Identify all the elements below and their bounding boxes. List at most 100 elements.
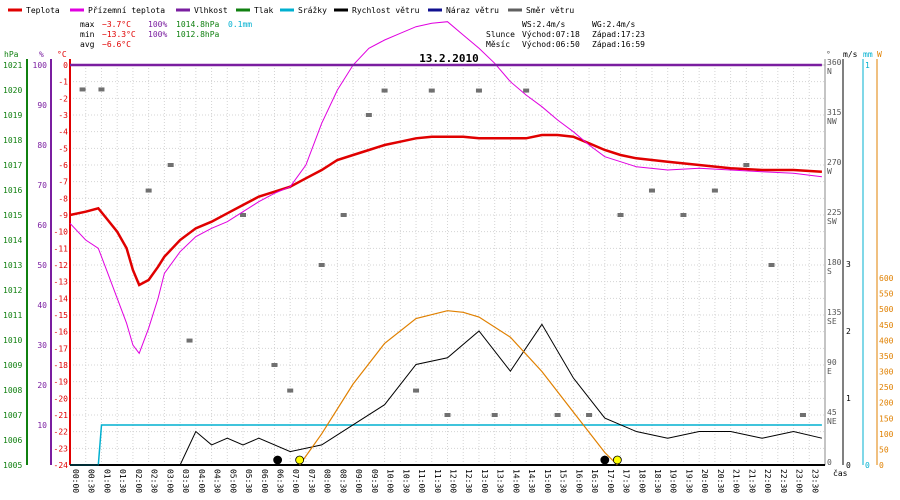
- x-tick-label: 20:00: [700, 469, 709, 493]
- x-tick-label: 16:30: [590, 469, 599, 493]
- direction-point: [648, 188, 655, 193]
- pressure-tick-label: 1009: [3, 361, 22, 370]
- pressure-tick-label: 1006: [3, 436, 22, 445]
- x-tick-label: 10:00: [386, 469, 395, 493]
- x-tick-label: 01:00: [102, 469, 111, 493]
- x-tick-label: 08:00: [323, 469, 332, 493]
- pressure-tick-label: 1020: [3, 86, 22, 95]
- stat-avg-temp: −6.6°C: [102, 40, 131, 49]
- direction-point: [743, 163, 750, 167]
- sunrise-marker: [295, 455, 305, 465]
- x-tick-label: 23:30: [810, 469, 819, 493]
- direction-tick-name: SE: [827, 317, 837, 326]
- humidity-tick-label: 70: [37, 181, 47, 190]
- stat-max-rain: 0.1mm: [228, 20, 252, 29]
- direction-point: [475, 88, 482, 93]
- stat-sun-rise: Východ:07:18: [522, 30, 580, 39]
- direction-point: [523, 88, 530, 93]
- direction-point: [768, 263, 775, 267]
- x-tick-label: 18:00: [637, 469, 646, 493]
- radiation-tick-label: 200: [879, 399, 894, 408]
- rain-tick-label: 0: [865, 461, 870, 470]
- pressure-tick-label: 1007: [3, 411, 22, 420]
- pressure-tick-label: 1005: [3, 461, 22, 470]
- stats-block: max −3.7°C 100% 1014.8hPa 0.1mm min −13.…: [80, 20, 645, 49]
- direction-tick-deg: 315: [827, 108, 842, 117]
- radiation-tick-label: 450: [879, 321, 894, 330]
- direction-point: [799, 413, 806, 417]
- legend-label-vlhkost: Vlhkost: [194, 6, 228, 15]
- stat-moon-rise: Východ:06:50: [522, 40, 580, 49]
- temperature-tick-label: -17: [54, 344, 69, 353]
- x-tick-label: 06:00: [260, 469, 269, 493]
- pressure-tick-label: 1019: [3, 111, 22, 120]
- humidity-tick-label: 80: [37, 141, 47, 150]
- wind-tick-label: 2: [846, 327, 851, 336]
- temperature-tick-label: -2: [58, 94, 68, 103]
- x-tick-label: 04:00: [197, 469, 206, 493]
- direction-point: [381, 88, 388, 93]
- temperature-tick-label: -18: [54, 361, 69, 370]
- series-line: [299, 310, 618, 466]
- series-line: [69, 133, 822, 287]
- x-tick-label: 21:30: [747, 469, 756, 493]
- pressure-tick-label: 1008: [3, 386, 22, 395]
- stat-avg-label: avg: [80, 40, 95, 49]
- stat-moon-set: Západ:16:59: [592, 40, 645, 49]
- direction-tick-deg: 45: [827, 408, 837, 417]
- direction-tick-name: S: [827, 267, 832, 276]
- series-lines: [69, 21, 823, 466]
- temperature-tick-label: -14: [54, 294, 69, 303]
- temperature-tick-label: 0: [63, 61, 68, 70]
- x-tick-label: 01:30: [118, 469, 127, 493]
- direction-tick-name: W: [827, 167, 832, 176]
- direction-tick-name: SW: [827, 217, 837, 226]
- x-tick-label: 22:30: [779, 469, 788, 493]
- axis-unit-rain: mm: [863, 50, 873, 59]
- direction-point: [145, 188, 152, 193]
- axis-unit-wind: m/s: [843, 50, 858, 59]
- temperature-tick-label: -23: [54, 444, 69, 453]
- x-tick-label: 03:00: [165, 469, 174, 493]
- axis-unit-radiation: W: [877, 50, 882, 59]
- direction-tick-deg: 0: [827, 458, 832, 467]
- direction-tick-name: NE: [827, 417, 837, 426]
- direction-point: [79, 87, 86, 92]
- x-tick-label: 19:30: [684, 469, 693, 493]
- x-tick-label: 11:30: [433, 469, 442, 493]
- temperature-tick-label: -6: [58, 161, 68, 170]
- sunset-marker: [612, 455, 622, 465]
- direction-point: [711, 188, 718, 193]
- x-tick-label: 13:30: [496, 469, 505, 493]
- temperature-tick-label: -24: [54, 461, 69, 470]
- x-tick-label: 12:30: [464, 469, 473, 493]
- x-tick-label: 13:00: [480, 469, 489, 493]
- direction-point: [680, 213, 687, 217]
- legend: Teplota Přízemní teplota Vlhkost Tlak Sr…: [8, 6, 574, 15]
- temperature-tick-label: -20: [54, 394, 69, 403]
- x-axis-label: čas: [833, 468, 848, 478]
- x-tick-label: 17:30: [622, 469, 631, 493]
- x-tick-label: 17:00: [606, 469, 615, 493]
- direction-point: [287, 388, 294, 393]
- x-tick-label: 05:00: [228, 469, 237, 493]
- stat-max-press: 1014.8hPa: [176, 20, 220, 29]
- radiation-tick-label: 350: [879, 352, 894, 361]
- direction-tick-name: N: [827, 67, 832, 76]
- pressure-tick-label: 1016: [3, 186, 22, 195]
- x-tick-label: 02:00: [134, 469, 143, 493]
- x-tick-label: 14:30: [527, 469, 536, 493]
- direction-tick-name: E: [827, 367, 832, 376]
- temperature-tick-label: -22: [54, 428, 69, 437]
- legend-label-tlak: Tlak: [254, 6, 273, 15]
- x-tick-label: 07:30: [307, 469, 316, 493]
- series-line: [69, 21, 822, 355]
- x-tick-label: 19:00: [669, 469, 678, 493]
- pressure-tick-label: 1012: [3, 286, 22, 295]
- direction-point: [318, 263, 325, 267]
- stat-min-hum: 100%: [148, 30, 167, 39]
- wind-tick-label: 0: [846, 461, 851, 470]
- direction-point: [98, 87, 105, 92]
- pressure-tick-label: 1010: [3, 336, 22, 345]
- legend-label-teplota: Teplota: [26, 6, 60, 15]
